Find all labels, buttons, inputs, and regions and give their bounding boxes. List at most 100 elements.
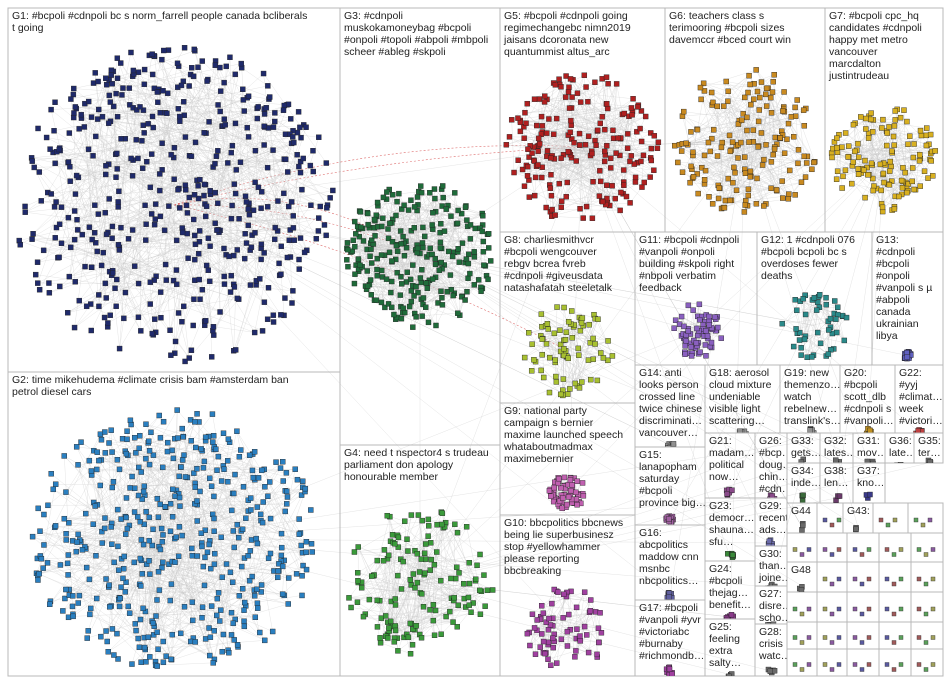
node: [209, 484, 214, 489]
node: [113, 286, 118, 291]
node: [261, 71, 266, 76]
node: [577, 131, 582, 136]
node: [703, 168, 708, 173]
node: [921, 523, 925, 527]
node: [800, 612, 804, 616]
node: [624, 194, 629, 199]
node: [290, 288, 295, 293]
node: [593, 138, 598, 143]
node: [291, 140, 296, 145]
node: [652, 133, 657, 138]
node: [411, 572, 416, 577]
node: [240, 586, 245, 591]
node: [584, 85, 589, 90]
node: [558, 84, 563, 89]
node: [83, 264, 88, 269]
node: [207, 119, 212, 124]
node: [247, 578, 252, 583]
node: [179, 465, 184, 470]
node: [434, 550, 439, 555]
node: [140, 166, 145, 171]
node: [298, 170, 303, 175]
node: [256, 185, 261, 190]
node: [110, 81, 115, 86]
node: [206, 236, 211, 241]
node: [743, 171, 748, 176]
node: [182, 604, 187, 609]
node: [228, 290, 233, 295]
node: [46, 281, 51, 286]
node: [456, 603, 461, 608]
node: [548, 155, 553, 160]
node: [448, 273, 453, 278]
node: [638, 159, 643, 164]
node: [235, 296, 240, 301]
node: [399, 241, 404, 246]
node: [52, 128, 57, 133]
node: [259, 468, 264, 473]
node: [823, 607, 827, 611]
node: [721, 104, 726, 109]
node: [727, 133, 732, 138]
node: [418, 184, 423, 189]
node: [38, 529, 43, 534]
node: [655, 146, 660, 151]
node: [563, 95, 568, 100]
node: [215, 201, 220, 206]
node: [885, 577, 889, 581]
node: [136, 636, 141, 641]
node: [202, 130, 207, 135]
node: [109, 524, 114, 529]
node: [126, 604, 131, 609]
node: [453, 576, 458, 581]
node: [265, 204, 270, 209]
node: [114, 91, 119, 96]
node: [253, 615, 258, 620]
node: [408, 198, 413, 203]
node: [77, 126, 82, 131]
node: [466, 276, 471, 281]
node: [373, 233, 378, 238]
node: [799, 180, 804, 185]
node: [299, 187, 304, 192]
node: [302, 250, 307, 255]
node: [117, 604, 122, 609]
node: [177, 504, 182, 509]
node: [204, 204, 209, 209]
node: [837, 663, 841, 667]
node: [128, 418, 133, 423]
node: [823, 636, 827, 640]
node: [215, 468, 220, 473]
node: [447, 609, 452, 614]
node: [65, 561, 70, 566]
node: [512, 170, 517, 175]
node: [109, 428, 114, 433]
node: [430, 222, 435, 227]
node: [67, 131, 72, 136]
node: [344, 257, 349, 262]
node: [604, 75, 609, 80]
node: [393, 602, 398, 607]
node: [467, 271, 472, 276]
node: [142, 67, 147, 72]
node: [204, 263, 209, 268]
node: [431, 618, 436, 623]
node: [139, 537, 144, 542]
node: [414, 284, 419, 289]
node: [125, 526, 130, 531]
node: [165, 449, 170, 454]
node: [299, 543, 304, 548]
node: [103, 172, 108, 177]
node: [197, 228, 202, 233]
node: [440, 183, 445, 188]
node: [37, 170, 42, 175]
node: [369, 261, 374, 266]
node: [410, 263, 415, 268]
node: [725, 99, 730, 104]
node: [789, 114, 794, 119]
node: [67, 164, 72, 169]
node: [232, 545, 237, 550]
node: [146, 439, 151, 444]
node: [746, 140, 751, 145]
node: [93, 134, 98, 139]
